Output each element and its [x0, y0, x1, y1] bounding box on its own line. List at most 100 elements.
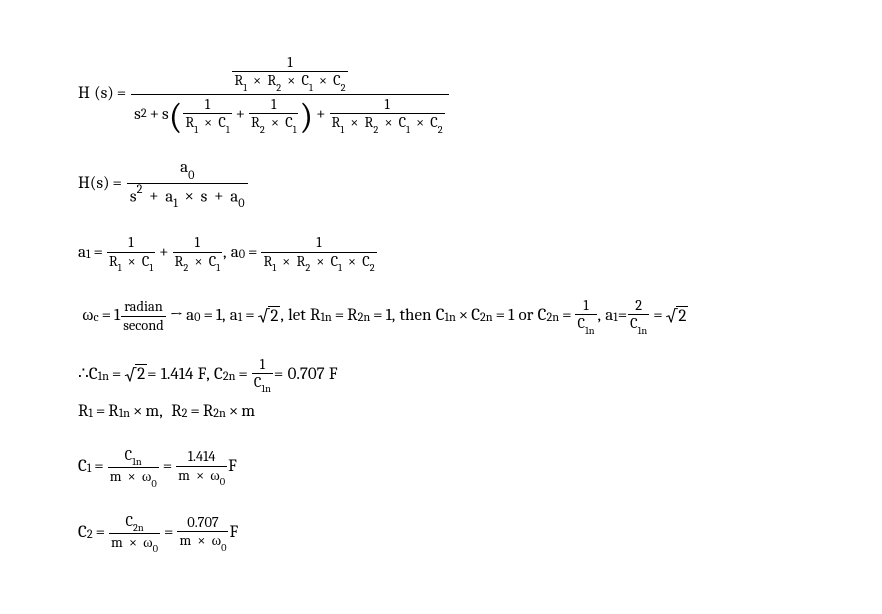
frac-1-over-C1n: 1 C1n: [252, 356, 273, 395]
sym-R1n: R: [108, 402, 118, 422]
sub-1n: 1n: [132, 456, 142, 468]
sym-s: s: [130, 187, 137, 206]
sub-2n: 2n: [358, 311, 371, 326]
lit-one: 1: [126, 234, 135, 251]
sub-0: 0: [220, 476, 225, 488]
sqrt-2: √2: [258, 306, 281, 327]
op-eq: =: [102, 306, 111, 326]
sub-2n: 2n: [223, 370, 236, 385]
sym-m: m: [179, 532, 191, 549]
sym-R1n: R: [310, 306, 320, 326]
sub-1: 1: [226, 124, 230, 136]
op-times: ×: [184, 187, 193, 206]
val-0707: 0.707: [288, 365, 325, 385]
lit-two: 2: [633, 297, 644, 314]
op-eq: =: [112, 365, 121, 385]
op-times: ×: [128, 253, 136, 270]
comma: ,: [222, 306, 226, 326]
lit-one: 1: [508, 306, 514, 326]
sym-m: m: [110, 468, 122, 485]
sym-m: m: [145, 402, 159, 422]
frac-2-over-C1n: 2 C1n: [628, 297, 649, 336]
sup-2: 2: [141, 107, 147, 122]
sym-C2n: C: [538, 306, 547, 326]
frac-d2: 1 R2 × C1: [249, 96, 298, 135]
sub-0: 0: [239, 248, 245, 263]
sym-C1n: C: [436, 306, 445, 326]
sub-2: 2: [373, 124, 378, 136]
op-eq: =: [562, 306, 571, 326]
sqrt-2: √2: [666, 306, 689, 327]
sym-omega: ω: [212, 532, 222, 549]
lit-two: 2: [268, 306, 280, 327]
sym-R2: R: [251, 114, 260, 131]
op-eq: =: [335, 306, 344, 326]
comma: ,: [206, 365, 210, 385]
unit-second: second: [121, 316, 166, 334]
sym-R1: R: [78, 402, 88, 422]
sym-a: a: [230, 306, 238, 326]
unit-farad: F: [229, 523, 238, 543]
op-eq: =: [373, 306, 382, 326]
op-times: ×: [316, 253, 324, 270]
op-times: ×: [133, 402, 142, 422]
sub-1: 1: [293, 124, 297, 136]
sub-1: 1: [118, 262, 122, 274]
comma: ,: [280, 306, 284, 326]
equation-a1-a0-defs: a1 = 1 R1 × C1 + 1 R2 × C1 , a0: [78, 234, 822, 273]
op-times: ×: [129, 534, 137, 551]
sym-H: H: [78, 174, 90, 194]
paren-open: (: [169, 101, 183, 133]
sub-0: 0: [153, 543, 158, 555]
sub-1: 1: [238, 311, 242, 326]
val-0707: 0.707: [185, 514, 220, 531]
op-times: ×: [128, 468, 136, 485]
op-eq: =: [203, 306, 212, 326]
op-eq: =: [96, 402, 105, 422]
sub-1: 1: [86, 248, 90, 263]
op-eq: =: [164, 523, 173, 543]
sym-a: a: [605, 306, 613, 326]
sym-s-paren: (s): [90, 174, 110, 194]
frac-num-top: 1 R1 × R2 × C1 × C2: [232, 54, 347, 93]
sym-s: s: [162, 105, 169, 125]
sym-R1: R: [109, 253, 118, 270]
sub-2: 2: [341, 82, 346, 94]
sym-C2: C: [333, 72, 341, 89]
op-times: ×: [350, 114, 358, 131]
sym-R2n: R: [347, 306, 357, 326]
lit-two: 2: [135, 364, 147, 385]
op-eq: =: [496, 306, 505, 326]
comma: ,: [223, 243, 227, 263]
sym-C2: C: [78, 523, 87, 543]
sym-a: a: [180, 158, 188, 177]
sub-2: 2: [370, 262, 375, 274]
sub-1: 1: [149, 262, 153, 274]
op-plus: +: [150, 105, 159, 125]
lit-one: 1: [258, 356, 267, 373]
sub-1n: 1n: [98, 370, 109, 385]
sym-R1: R: [263, 253, 272, 270]
sym-a: a: [231, 243, 239, 263]
equation-C1-scaling: C1 = C1n m × ω0 = 1.414 m × ω0 F: [78, 447, 822, 489]
sym-omega: ω: [143, 534, 153, 551]
sub-0: 0: [151, 478, 156, 490]
lit-one: 1: [193, 234, 202, 251]
unit-radian: radian: [122, 298, 165, 315]
sym-R2: R: [296, 253, 305, 270]
sym-C1: C: [285, 114, 293, 131]
comma: ,: [159, 402, 163, 422]
sub-1: 1: [87, 462, 91, 477]
sub-2: 2: [183, 262, 188, 274]
frac-a1-1: 1 R1 × C1: [107, 234, 155, 273]
op-times: ×: [416, 114, 424, 131]
comma: ,: [392, 306, 396, 326]
op-eq: =: [238, 365, 247, 385]
sub-2n: 2n: [480, 311, 493, 326]
sub-2: 2: [276, 82, 281, 94]
sym-R2: R: [267, 72, 276, 89]
sym-a: a: [186, 306, 194, 326]
op-times: ×: [229, 402, 238, 422]
op-plus: +: [214, 187, 223, 206]
op-times: ×: [459, 306, 468, 326]
